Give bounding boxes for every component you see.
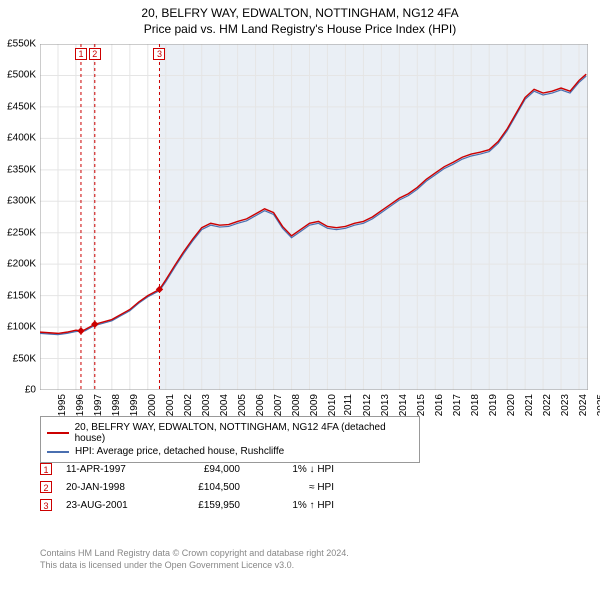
sales-row-relation: ≈ HPI xyxy=(254,482,334,493)
y-tick-label: £250K xyxy=(7,227,36,238)
sales-row-relation: 1% ↓ HPI xyxy=(254,464,334,475)
event-marker-3: 3 xyxy=(153,48,165,60)
y-tick-label: £200K xyxy=(7,259,36,270)
event-marker-1: 1 xyxy=(75,48,87,60)
y-tick-label: £50K xyxy=(13,353,36,364)
x-tick-label: 2007 xyxy=(272,394,283,416)
sales-row: 1 11-APR-1997 £94,000 1% ↓ HPI xyxy=(40,460,334,478)
x-tick-label: 2012 xyxy=(362,394,373,416)
chart-title-line1: 20, BELFRY WAY, EDWALTON, NOTTINGHAM, NG… xyxy=(0,0,600,20)
event-marker-2: 2 xyxy=(89,48,101,60)
x-tick-label: 1995 xyxy=(57,394,68,416)
x-tick-label: 1997 xyxy=(93,394,104,416)
legend-label-price-paid: 20, BELFRY WAY, EDWALTON, NOTTINGHAM, NG… xyxy=(75,422,413,444)
x-tick-label: 2020 xyxy=(506,394,517,416)
x-tick-label: 2005 xyxy=(236,394,247,416)
sales-row: 2 20-JAN-1998 £104,500 ≈ HPI xyxy=(40,478,334,496)
x-tick-label: 2024 xyxy=(578,394,589,416)
x-tick-label: 2010 xyxy=(326,394,337,416)
attribution-line1: Contains HM Land Registry data © Crown c… xyxy=(40,548,349,560)
x-tick-label: 2019 xyxy=(488,394,499,416)
x-tick-label: 2013 xyxy=(380,394,391,416)
x-tick-label: 2022 xyxy=(542,394,553,416)
sales-row-num: 3 xyxy=(40,499,52,511)
legend-label-hpi: HPI: Average price, detached house, Rush… xyxy=(75,446,284,457)
chart-svg xyxy=(40,44,588,390)
y-tick-label: £400K xyxy=(7,133,36,144)
x-tick-label: 2025 xyxy=(596,394,600,416)
sales-row-num: 2 xyxy=(40,481,52,493)
legend-box: 20, BELFRY WAY, EDWALTON, NOTTINGHAM, NG… xyxy=(40,416,420,463)
x-tick-label: 2002 xyxy=(183,394,194,416)
x-tick-label: 2006 xyxy=(254,394,265,416)
x-tick-label: 2011 xyxy=(343,394,354,416)
legend-swatch-hpi xyxy=(47,451,69,453)
sales-row-price: £94,000 xyxy=(170,464,240,475)
x-tick-label: 1999 xyxy=(129,394,140,416)
x-tick-label: 2014 xyxy=(398,394,409,416)
chart-title-line2: Price paid vs. HM Land Registry's House … xyxy=(0,20,600,36)
legend-item-price-paid: 20, BELFRY WAY, EDWALTON, NOTTINGHAM, NG… xyxy=(47,421,413,445)
sales-row: 3 23-AUG-2001 £159,950 1% ↑ HPI xyxy=(40,496,334,514)
y-tick-label: £500K xyxy=(7,70,36,81)
legend-swatch-price-paid xyxy=(47,432,69,434)
y-tick-label: £0 xyxy=(25,385,36,396)
x-tick-label: 2004 xyxy=(218,394,229,416)
y-tick-label: £300K xyxy=(7,196,36,207)
sales-row-date: 20-JAN-1998 xyxy=(66,482,156,493)
y-tick-label: £350K xyxy=(7,164,36,175)
x-tick-label: 2003 xyxy=(200,394,211,416)
x-tick-label: 2016 xyxy=(434,394,445,416)
x-tick-label: 2018 xyxy=(470,394,481,416)
y-tick-label: £550K xyxy=(7,39,36,50)
x-tick-label: 2017 xyxy=(452,394,463,416)
sales-row-price: £159,950 xyxy=(170,500,240,511)
x-tick-label: 2015 xyxy=(416,394,427,416)
sales-row-date: 11-APR-1997 xyxy=(66,464,156,475)
sales-row-relation: 1% ↑ HPI xyxy=(254,500,334,511)
sales-row-num: 1 xyxy=(40,463,52,475)
sales-table: 1 11-APR-1997 £94,000 1% ↓ HPI 2 20-JAN-1998 £… xyxy=(40,460,334,514)
x-tick-label: 2023 xyxy=(560,394,571,416)
y-tick-label: £100K xyxy=(7,322,36,333)
y-tick-label: £150K xyxy=(7,290,36,301)
x-tick-label: 2008 xyxy=(290,394,301,416)
x-tick-label: 2021 xyxy=(524,394,535,416)
attribution-text: Contains HM Land Registry data © Crown c… xyxy=(40,548,349,571)
legend-item-hpi: HPI: Average price, detached house, Rush… xyxy=(47,445,413,458)
x-tick-label: 2009 xyxy=(308,394,319,416)
x-tick-label: 2001 xyxy=(165,394,176,416)
sales-row-price: £104,500 xyxy=(170,482,240,493)
y-tick-label: £450K xyxy=(7,101,36,112)
x-tick-label: 1998 xyxy=(111,394,122,416)
x-tick-label: 2000 xyxy=(147,394,158,416)
sales-row-date: 23-AUG-2001 xyxy=(66,500,156,511)
chart-area: £0£50K£100K£150K£200K£250K£300K£350K£400… xyxy=(40,44,588,390)
x-tick-label: 1996 xyxy=(75,394,86,416)
attribution-line2: This data is licensed under the Open Gov… xyxy=(40,560,349,572)
